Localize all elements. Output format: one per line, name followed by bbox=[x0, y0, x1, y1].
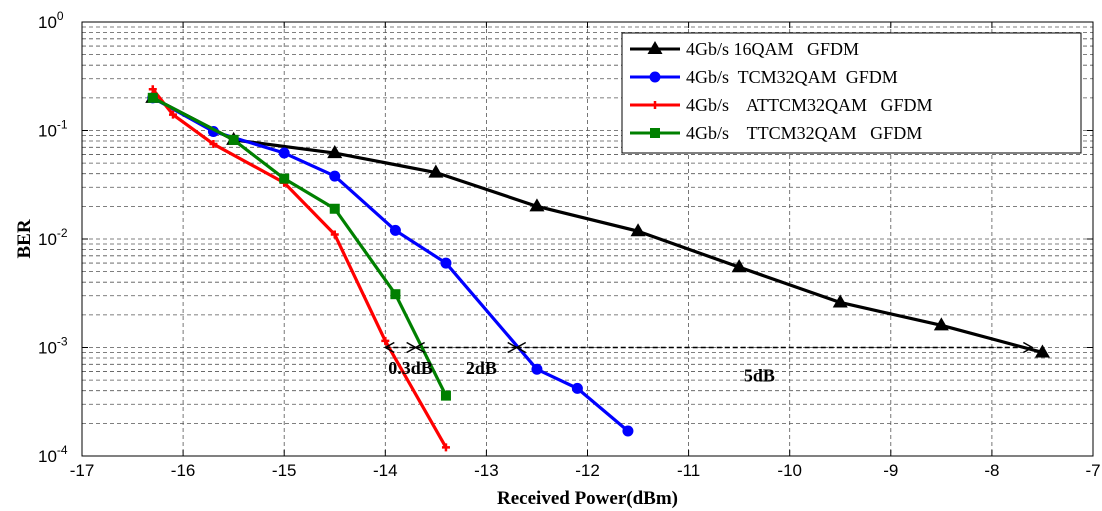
x-tick-label: -15 bbox=[272, 461, 297, 480]
axes: -17 -16 -15 -14 -13 -12 -11 -10 -9 -8 -7 10-4 10-3 10… bbox=[38, 9, 1101, 480]
series-line bbox=[152, 96, 448, 397]
arrow-head bbox=[515, 341, 527, 354]
data-point bbox=[278, 147, 290, 159]
x-tick-label: -9 bbox=[883, 461, 898, 480]
data-point bbox=[389, 224, 401, 236]
y-tick-label: 10-2 bbox=[38, 226, 68, 249]
arrow-head bbox=[383, 341, 395, 354]
data-point bbox=[529, 198, 545, 212]
data-point bbox=[832, 294, 848, 308]
data-point bbox=[731, 259, 747, 273]
x-tick-label: -17 bbox=[70, 461, 95, 480]
x-tick-label: -16 bbox=[171, 461, 196, 480]
legend-label: 4Gb/s TTCM32QAM GFDM bbox=[686, 123, 922, 143]
series-group bbox=[145, 85, 1050, 452]
data-point bbox=[329, 170, 341, 182]
legend-marker bbox=[651, 101, 659, 109]
data-point bbox=[228, 134, 239, 145]
annotation-label: 5dB bbox=[744, 366, 775, 386]
arrow-head bbox=[414, 341, 425, 354]
data-point bbox=[148, 85, 157, 94]
data-point bbox=[209, 140, 218, 149]
x-tick-label: -14 bbox=[373, 461, 398, 480]
data-point bbox=[330, 230, 339, 239]
data-point bbox=[440, 390, 451, 401]
data-point bbox=[381, 336, 390, 345]
x-tick-label: -10 bbox=[777, 461, 802, 480]
data-point bbox=[571, 382, 583, 394]
data-point bbox=[428, 164, 444, 178]
data-point bbox=[390, 289, 401, 300]
data-point bbox=[279, 173, 290, 184]
x-axis-title: Received Power(dBm) bbox=[497, 488, 678, 509]
data-point bbox=[329, 203, 340, 214]
data-point bbox=[168, 110, 177, 119]
y-axis-title: BER bbox=[14, 219, 35, 258]
legend-label: 4Gb/s TCM32QAM GFDM bbox=[686, 67, 898, 87]
legend: 4Gb/s 16QAM GFDM 4Gb/s TCM32QAM GFDM 4Gb/s… bbox=[621, 32, 1082, 154]
annotation-label: 2dB bbox=[466, 358, 497, 378]
series-line bbox=[152, 96, 1043, 355]
annotation-label: 0.3dB bbox=[388, 358, 433, 378]
annotations: 0.3dB 2dB 5dB bbox=[383, 341, 1034, 386]
legend-marker bbox=[647, 40, 663, 55]
data-point bbox=[531, 363, 543, 375]
data-point bbox=[630, 223, 646, 237]
series-3 bbox=[147, 92, 451, 401]
data-point bbox=[933, 317, 949, 331]
arrow-head bbox=[1022, 341, 1034, 354]
x-tick-label: -12 bbox=[575, 461, 600, 480]
data-point bbox=[327, 145, 343, 159]
y-tick-label: 100 bbox=[38, 9, 64, 32]
legend-box bbox=[621, 32, 1082, 154]
x-tick-label: -13 bbox=[474, 461, 499, 480]
data-point bbox=[147, 92, 158, 103]
legend-label: 4Gb/s ATTCM32QAM GFDM bbox=[686, 95, 933, 115]
data-point bbox=[1034, 344, 1050, 358]
data-point bbox=[622, 425, 634, 437]
legend-marker bbox=[650, 128, 660, 138]
y-tick-label: 10-4 bbox=[38, 443, 68, 466]
x-tick-label: -7 bbox=[1085, 461, 1100, 480]
x-tick-label: -8 bbox=[984, 461, 999, 480]
data-point bbox=[441, 443, 450, 452]
data-point bbox=[440, 257, 452, 269]
x-tick-label: -11 bbox=[677, 461, 700, 480]
y-tick-label: 10-1 bbox=[38, 118, 68, 141]
legend-label: 4Gb/s 16QAM GFDM bbox=[686, 39, 859, 59]
y-tick-label: 10-3 bbox=[38, 335, 68, 358]
legend-marker bbox=[649, 71, 661, 83]
